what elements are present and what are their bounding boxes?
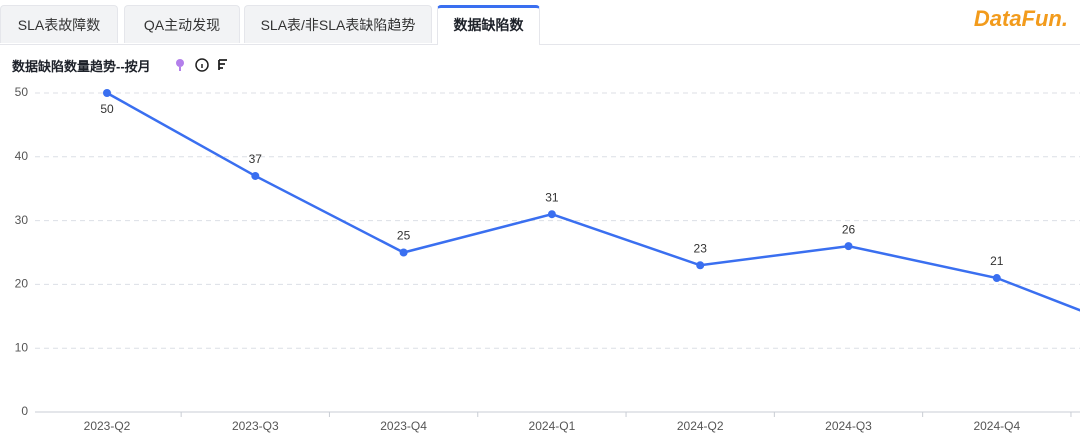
data-label: 26 [842,222,856,236]
icon-info[interactable] [195,58,209,72]
x-tick-label: 2023-Q4 [380,419,427,433]
tab[interactable]: SLA表/非SLA表缺陷趋势 [244,5,432,43]
y-tick-label: 20 [15,277,29,291]
icon-pin[interactable] [176,59,184,67]
y-tick-label: 50 [15,85,29,99]
x-tick-label: 2023-Q2 [84,419,131,433]
point [547,210,556,219]
title-icons [176,58,227,72]
chart-title: 数据缺陷数量趋势--按月 [12,59,151,74]
tab-bar: SLA表故障数 QA主动发现 SLA表/非SLA表缺陷趋势 数据缺陷数 Data… [0,0,1080,45]
point [992,274,1001,283]
x-tick-label: 2024-Q2 [677,419,724,433]
data-label: 37 [249,152,263,166]
data-label: 25 [397,229,411,243]
point [399,248,408,257]
x-tick-label: 2024-Q1 [529,419,576,433]
line [106,91,1080,312]
point [844,242,853,251]
y-tick-label: 0 [21,404,28,418]
data-label: 23 [694,241,708,255]
x-tick-label: 2024-Q4 [973,419,1020,433]
icon-sort[interactable] [218,59,227,70]
x-tick-label: 2023-Q3 [232,419,279,433]
point [251,171,260,180]
y-tick-label: 30 [15,213,29,227]
y-tick-label: 10 [15,340,29,354]
tab[interactable]: QA主动发现 [124,5,240,43]
data-label: 21 [990,254,1004,268]
tab-active[interactable]: 数据缺陷数 [437,5,540,45]
y-tick-label: 40 [15,149,29,163]
logo: DataFun. [973,6,1068,31]
tab[interactable]: SLA表故障数 [0,5,118,43]
data-label: 50 [100,102,114,116]
data-label: 31 [545,190,559,204]
point [103,89,111,97]
chart: 0 10 20 30 40 50 2023-Q2 2023-Q3 2023-Q4 2024-Q1 2… [15,85,1080,433]
x-tick-label: 2024-Q3 [825,419,872,433]
point [696,261,705,270]
